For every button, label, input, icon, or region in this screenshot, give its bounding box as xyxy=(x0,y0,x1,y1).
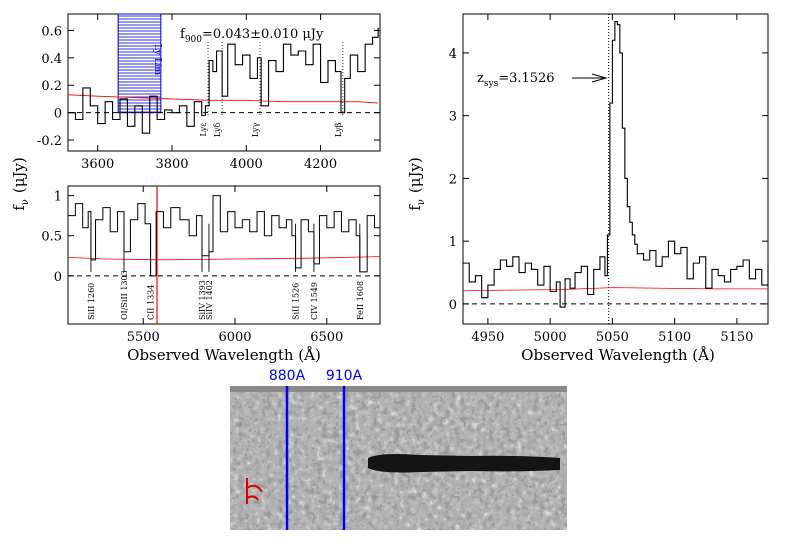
panel-c-frame xyxy=(462,13,769,325)
panel-b-flux-series xyxy=(68,191,381,277)
panel-a-ytick-label: 0 xyxy=(54,107,62,122)
panel-c-xtick-label: 4950 xyxy=(471,330,504,345)
f900-sub: 900 xyxy=(185,35,202,45)
panel-c-y-axis-label: fν (μJy) xyxy=(406,157,427,211)
panel-c-ytick-label: 4 xyxy=(449,47,457,62)
panel-a-xtick-label: 3800 xyxy=(155,157,188,172)
panel-b-line-label: CIV 1549 xyxy=(310,282,319,320)
panel-b-line-label: SiIV 1402 xyxy=(205,280,214,320)
panel-a-line-label: Lyβ xyxy=(334,122,343,137)
panel-b-ytick-label: 1 xyxy=(54,190,62,205)
panel-b-frame xyxy=(67,185,381,325)
marker-880a-label: 880A xyxy=(269,368,306,384)
panel-b-ytick-label: 0 xyxy=(54,270,62,285)
panel-a-xtick-label: 3600 xyxy=(81,157,114,172)
panel-b-metal-lines: SiII 1260 OI/SiII 1303 CII 1334 SiIV 1393Si… xyxy=(41,185,381,364)
panel-a-xtick-label: 4200 xyxy=(304,157,337,172)
panel-b-line-markers: SiII 1260 OI/SiII 1303 CII 1334 SiIV 1393Si… xyxy=(87,223,365,320)
continuum-trace xyxy=(368,454,560,473)
panel-b-line-label: SiII 1526 xyxy=(292,283,301,320)
right-ylabel-f: f xyxy=(406,204,424,211)
ly-lim-label: Ly Lim xyxy=(152,44,162,76)
panel-b-xtick-label: 6000 xyxy=(218,330,251,345)
panel-a-line-label: Lyδ xyxy=(213,122,222,137)
panel-c-ytick-label: 1 xyxy=(449,235,457,250)
panel-a-x-ticks: 3600 3800 4000 4200 xyxy=(81,14,337,172)
marker-910a-label: 910A xyxy=(326,368,363,384)
panel-c-xtick-label: 5150 xyxy=(720,330,753,345)
panel-b-xtick-label: 6500 xyxy=(310,330,343,345)
panel-a-ytick-label: -0.2 xyxy=(37,134,62,149)
zsys-z: z xyxy=(477,71,484,86)
left-y-axis-label: fν (μJy) xyxy=(10,157,31,211)
zsys-arrow-head xyxy=(591,73,608,83)
panel-a-ly-limit: Ly Lim Lyε Lyδ Lyγ Lyβ 3600 3800 4000 4200 0.6… xyxy=(37,13,381,172)
panel-c-xtick-label: 5050 xyxy=(596,330,629,345)
panel-b-line-label: SiII 1260 xyxy=(87,283,96,320)
panel-b-x-axis-label: Observed Wavelength (Å) xyxy=(127,346,321,364)
panel-d-2d-spectrum: 880A 910A xyxy=(230,368,567,530)
panel-a-annotation: f900=0.043±0.010 μJy xyxy=(180,27,324,45)
left-ylabel-f: f xyxy=(10,204,28,211)
panel-c-ytick-label: 0 xyxy=(449,298,457,313)
panel-a-line-markers: Lyε Lyδ Lyγ Lyβ xyxy=(199,42,344,137)
panel-a-flux-series xyxy=(68,27,379,134)
panel-c-lya-line: 4950 5000 5050 5100 5150 4 3 2 1 0 zsys=3.1526 O… xyxy=(406,13,769,364)
panel-c-y-ticks: 4 3 2 1 0 xyxy=(449,47,768,313)
panel-c-ytick-label: 2 xyxy=(449,172,457,187)
zsys-annotation: zsys=3.1526 xyxy=(477,71,555,89)
panel-a-frame xyxy=(67,13,381,152)
panel-a-line-label: Lyε xyxy=(199,123,208,137)
lya-marker-glyph xyxy=(246,478,263,504)
right-ylabel-unit: (μJy) xyxy=(406,157,424,193)
panel-c-x-ticks: 4950 5000 5050 5100 5150 xyxy=(471,14,753,345)
panel-b-line-label: OI/SiII 1303 xyxy=(120,270,129,320)
panel-c-x-axis-label: Observed Wavelength (Å) xyxy=(521,346,715,364)
panel-c-xtick-label: 5000 xyxy=(534,330,567,345)
f900-f: f xyxy=(180,27,186,42)
left-ylabel-sub: ν xyxy=(20,199,31,205)
panel-a-ytick-label: 0.4 xyxy=(41,52,62,67)
panel-c-xtick-label: 5100 xyxy=(658,330,691,345)
lya-glyph-curve xyxy=(246,484,263,501)
panel-b-line-label: SiIV 1393 xyxy=(198,280,207,320)
panel-c-flux-series xyxy=(463,20,769,308)
panel-a-xtick-label: 4000 xyxy=(230,157,263,172)
left-ylabel-unit: (μJy) xyxy=(10,157,28,193)
panel-a-y-ticks: 0.6 0.4 0.2 0 -0.2 xyxy=(37,24,380,149)
zsys-value: =3.1526 xyxy=(498,71,554,86)
spectrum-image-top-strip xyxy=(230,386,567,392)
panel-b-error-series xyxy=(67,256,381,261)
panel-a-ytick-label: 0.2 xyxy=(41,79,62,94)
panel-a-line-label: Lyγ xyxy=(251,122,260,137)
panel-b-y-ticks: 10.50 xyxy=(41,190,380,285)
panel-b-line-label: CII 1334 xyxy=(147,285,156,320)
panel-b-x-ticks: 5500 6000 6500 xyxy=(127,186,343,345)
panel-b-ytick-label: 0.5 xyxy=(41,230,62,245)
panel-b-xtick-label: 5500 xyxy=(127,330,160,345)
right-ylabel-sub: ν xyxy=(416,199,427,205)
panel-a-ytick-label: 0.6 xyxy=(41,24,62,39)
panel-b-line-label: FeII 1608 xyxy=(356,281,365,320)
panel-a-error-series xyxy=(67,94,379,104)
panel-c-error-series xyxy=(462,287,768,292)
panel-c-ytick-label: 3 xyxy=(449,110,457,125)
zsys-sub: sys xyxy=(484,79,499,89)
f900-value: =0.043±0.010 μJy xyxy=(202,27,324,42)
